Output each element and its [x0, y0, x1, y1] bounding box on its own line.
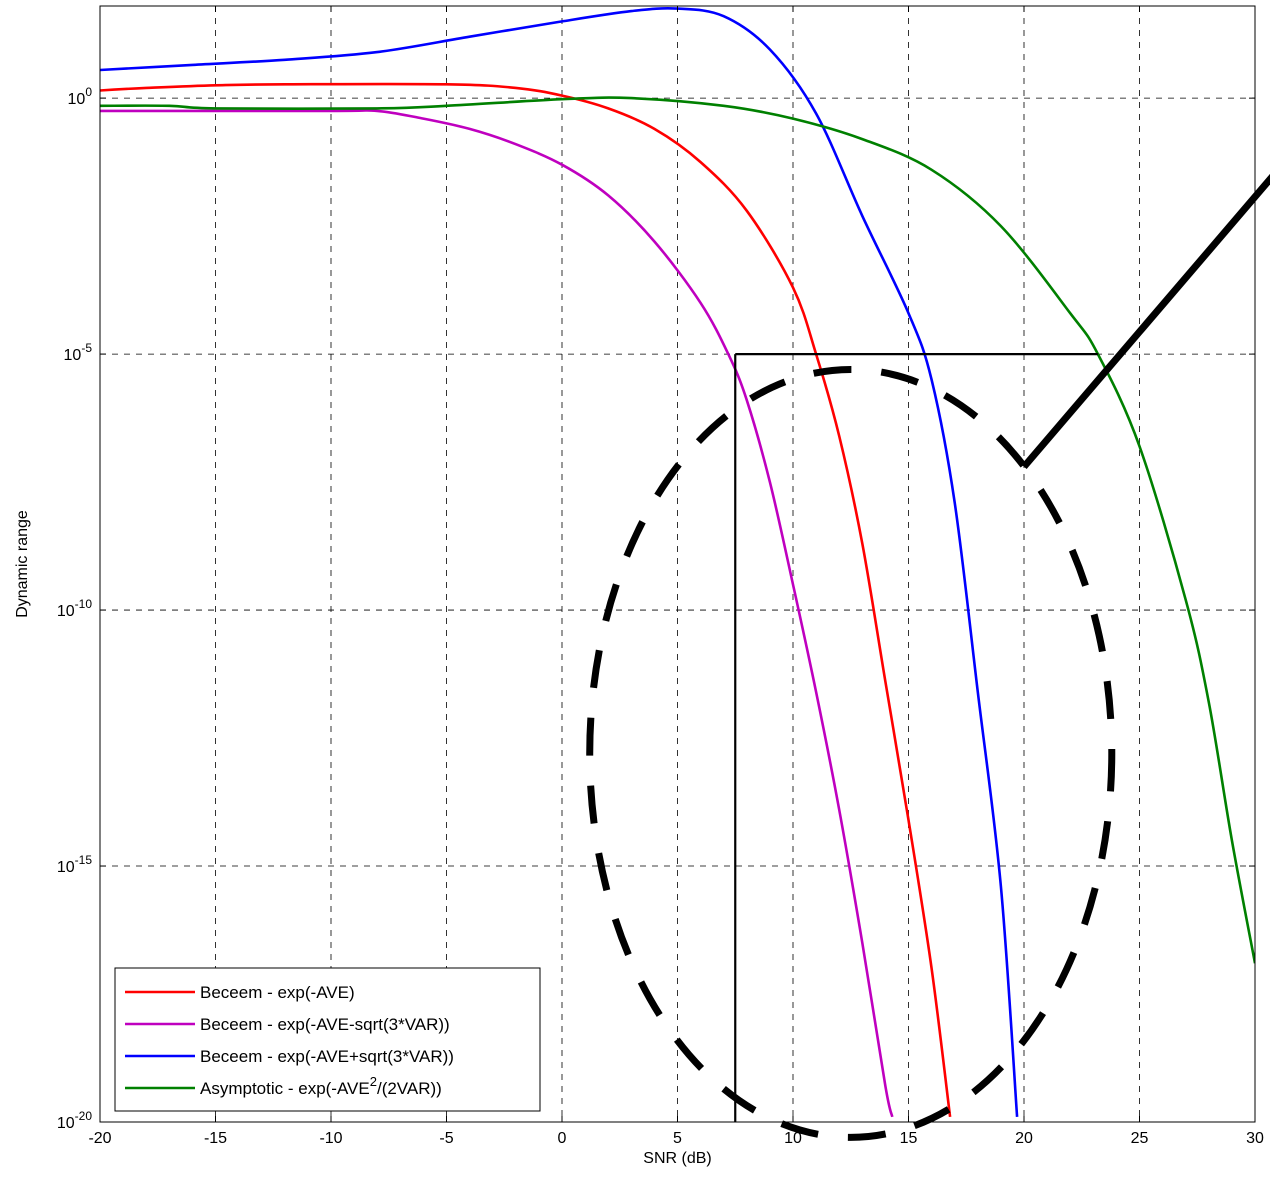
- x-tick-label: -10: [319, 1130, 342, 1147]
- x-axis-label: SNR (dB): [643, 1150, 711, 1167]
- legend-entry: Asymptotic - exp(-AVE2/(2VAR)): [200, 1074, 442, 1098]
- legend-entry: Beceem - exp(-AVE-sqrt(3*VAR)): [200, 1015, 450, 1034]
- x-tick-label: 0: [558, 1130, 567, 1147]
- legend-label: Asymptotic - exp(-AVE: [200, 1079, 370, 1098]
- legend-entry: Beceem - exp(-AVE+sqrt(3*VAR)): [200, 1047, 454, 1066]
- x-tick-label: -15: [204, 1130, 227, 1147]
- series-lines: [100, 7, 1255, 1118]
- y-tick-base: 10: [64, 347, 82, 364]
- y-tick-label: 10-10: [57, 597, 92, 620]
- y-tick-base: 10: [57, 603, 75, 620]
- annotations: [586, 173, 1270, 1141]
- x-tick-label: 15: [900, 1130, 918, 1147]
- y-tick-exponent: -20: [75, 1109, 93, 1123]
- x-tick-label: 10: [784, 1130, 802, 1147]
- x-tick-label: 30: [1246, 1130, 1264, 1147]
- pointer-line: [1021, 173, 1270, 470]
- y-tick-base: 10: [57, 1115, 75, 1132]
- y-tick-label: 10-15: [57, 853, 92, 876]
- x-tick-label: 20: [1015, 1130, 1033, 1147]
- x-tick-label: -5: [439, 1130, 453, 1147]
- x-tick-label: 25: [1131, 1130, 1149, 1147]
- y-tick-exponent: 0: [85, 85, 92, 99]
- legend-label: Beceem - exp(-AVE): [200, 983, 355, 1002]
- series-line-3: [100, 7, 1019, 1117]
- series-line-4: [100, 96, 1255, 964]
- series-line-1: [100, 82, 952, 1118]
- y-tick-label: 10-5: [64, 341, 93, 364]
- y-tick-base: 10: [68, 91, 86, 108]
- y-tick-label: 10-20: [57, 1109, 92, 1132]
- series-line-2: [100, 109, 894, 1118]
- legend: Beceem - exp(-AVE) Beceem - exp(-AVE-sqrt…: [114, 967, 541, 1112]
- y-axis-label: Dynamic range: [14, 510, 31, 618]
- y-tick-exponent: -15: [75, 853, 93, 867]
- highlight-ellipse: [586, 365, 1116, 1141]
- x-tick-label: -20: [88, 1130, 111, 1147]
- x-tick-labels: -20 -15 -10 -5 0 5 10 15 20 25 30: [88, 6, 1264, 1147]
- legend-label: Beceem - exp(-AVE+sqrt(3*VAR)): [200, 1047, 454, 1066]
- legend-superscript: 2: [370, 1074, 377, 1089]
- legend-entry: Beceem - exp(-AVE): [200, 983, 355, 1002]
- y-tick-base: 10: [57, 859, 75, 876]
- legend-label-suffix: /(2VAR)): [377, 1079, 442, 1098]
- y-tick-label: 100: [68, 85, 93, 108]
- legend-label: Beceem - exp(-AVE-sqrt(3*VAR)): [200, 1015, 450, 1034]
- y-tick-exponent: -10: [75, 597, 93, 611]
- y-tick-exponent: -5: [81, 341, 92, 355]
- x-tick-label: 5: [673, 1130, 682, 1147]
